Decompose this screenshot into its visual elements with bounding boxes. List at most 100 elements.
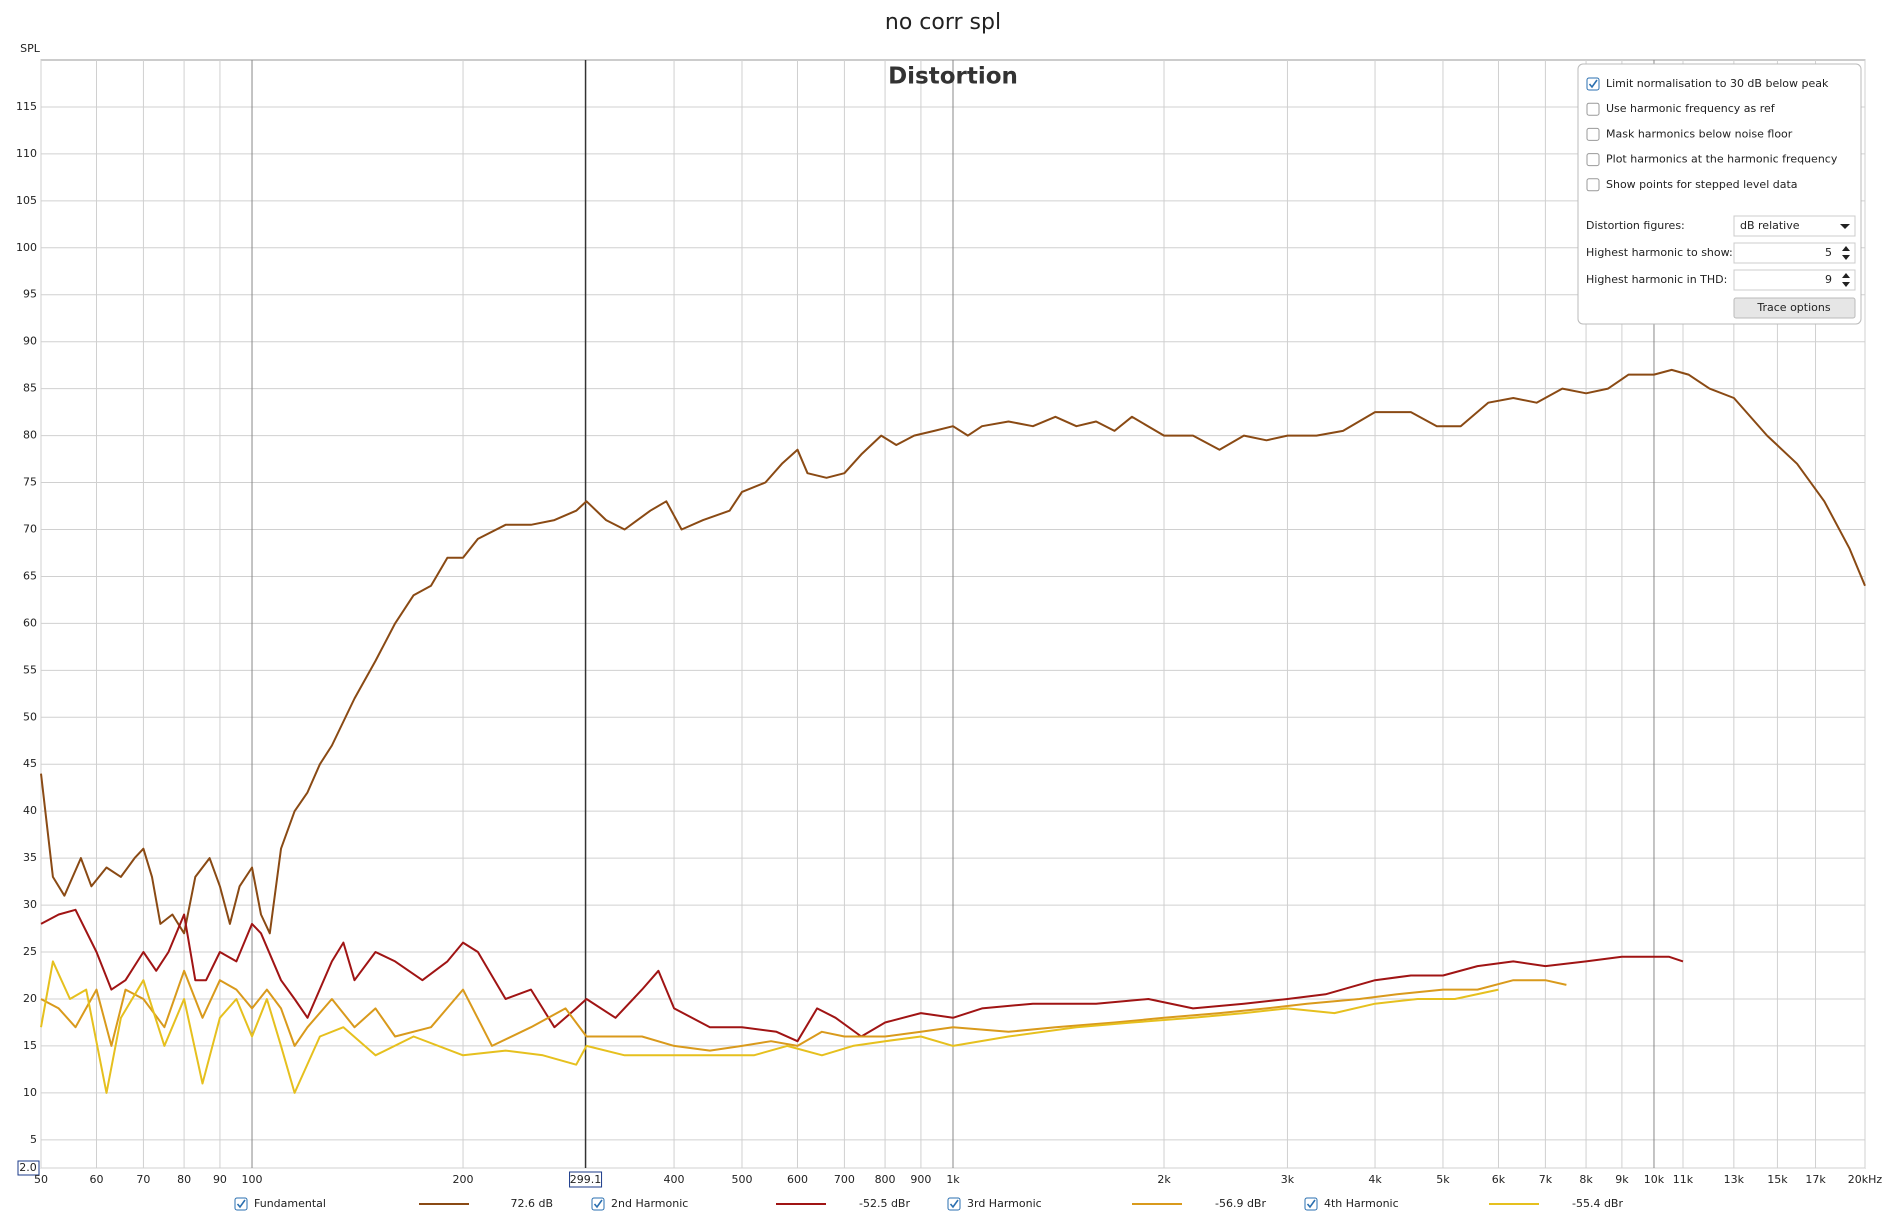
x-tick-label: 5k <box>1436 1173 1450 1186</box>
panel-title: Distortion <box>888 64 1018 90</box>
y-tick-label: 45 <box>23 757 37 770</box>
x-tick-label: 6k <box>1492 1173 1506 1186</box>
series-line <box>40 908 1684 1043</box>
legend-readout: -56.9 dBr <box>1215 1197 1266 1210</box>
plot <box>40 368 1866 1094</box>
y-tick-label: 55 <box>23 663 37 676</box>
legend-checkbox-mark <box>236 1199 246 1209</box>
control-panel: Limit normalisation to 30 dB below peak U… <box>1577 63 1862 325</box>
legend-readout: -55.4 dBr <box>1572 1197 1623 1210</box>
legend-checkbox[interactable] <box>591 1197 605 1211</box>
legend-checkbox[interactable] <box>234 1197 248 1211</box>
legend-name: 3rd Harmonic <box>967 1197 1042 1210</box>
series-line <box>40 969 1567 1052</box>
option-checkbox[interactable] <box>1586 153 1600 167</box>
option-label: Mask harmonics below noise floor <box>1606 127 1793 140</box>
y-tick-label: 50 <box>23 710 37 723</box>
button-box[interactable] <box>1733 297 1856 319</box>
legend-checkbox[interactable] <box>947 1197 961 1211</box>
button-label: Trace options <box>1756 301 1830 314</box>
cursor-box <box>569 1171 603 1188</box>
x-tick-label: 700 <box>834 1173 855 1186</box>
field-value: 9 <box>1825 273 1832 286</box>
x-tick-label: 1k <box>946 1173 960 1186</box>
x-tick-label: 90 <box>213 1173 227 1186</box>
y-tick-label: 25 <box>23 945 37 958</box>
field-label: Highest harmonic to show: <box>1586 246 1733 259</box>
y-tick-label: 2.0 <box>19 1161 37 1174</box>
y-tick-label: 70 <box>23 522 37 535</box>
x-tick-label: 600 <box>787 1173 808 1186</box>
x-tick-label: 11k <box>1673 1173 1694 1186</box>
legend-checkbox-mark <box>593 1199 603 1209</box>
spinner-arrows <box>1842 246 1850 260</box>
option-label: Plot harmonics at the harmonic frequency <box>1606 153 1838 166</box>
option-label: Show points for stepped level data <box>1606 178 1798 191</box>
y-tick-label: 95 <box>23 288 37 301</box>
y-tick-label: 35 <box>23 851 37 864</box>
x-tick-label: 500 <box>731 1173 752 1186</box>
x-tick-label: 17k <box>1805 1173 1826 1186</box>
chart-title: no corr spl <box>885 10 1001 35</box>
y-tick-label: 115 <box>16 100 37 113</box>
x-tick-label: 15k <box>1767 1173 1788 1186</box>
y-tick-label: 65 <box>23 569 37 582</box>
option-checkbox-mark <box>1588 79 1598 89</box>
y-tick-label: 75 <box>23 476 37 489</box>
option-label: Limit normalisation to 30 dB below peak <box>1606 77 1829 90</box>
legend-name: 4th Harmonic <box>1324 1197 1399 1210</box>
grid: 2.05101520253035404550556065707580859095… <box>16 59 1883 1188</box>
x-tick-label: 70 <box>136 1173 150 1186</box>
y-tick-label: 110 <box>16 147 37 160</box>
y-tick-label: 60 <box>23 616 37 629</box>
legend-readout: 72.6 dB <box>510 1197 553 1210</box>
legend-name: 2nd Harmonic <box>611 1197 688 1210</box>
x-tick-label: 100 <box>242 1173 263 1186</box>
field-value: 5 <box>1825 246 1832 259</box>
y-tick-label: 80 <box>23 429 37 442</box>
option-checkbox[interactable] <box>1586 178 1600 192</box>
y-tick-label: 90 <box>23 335 37 348</box>
x-tick-label: 800 <box>875 1173 896 1186</box>
legend-checkbox[interactable] <box>1304 1197 1318 1211</box>
x-tick-label: 13k <box>1724 1173 1745 1186</box>
y-tick-label: 100 <box>16 241 37 254</box>
option-checkbox[interactable] <box>1586 77 1600 91</box>
y-tick-label: 20 <box>23 992 37 1005</box>
legend-readout: -52.5 dBr <box>859 1197 910 1210</box>
spinner-arrows <box>1842 273 1850 287</box>
field-box[interactable] <box>1733 242 1856 264</box>
y-tick-label: 5 <box>30 1133 37 1146</box>
x-tick-label: 400 <box>664 1173 685 1186</box>
x-tick-label: 20kHz <box>1848 1173 1883 1186</box>
field-label: Distortion figures: <box>1586 219 1685 232</box>
x-tick-label: 80 <box>177 1173 191 1186</box>
field-box[interactable] <box>1733 215 1856 237</box>
x-tick-label: 50 <box>34 1173 48 1186</box>
dropdown-arrow <box>1840 224 1850 229</box>
x-tick-label: 2k <box>1157 1173 1171 1186</box>
field-box[interactable] <box>1733 269 1856 291</box>
x-tick-label: 4k <box>1368 1173 1382 1186</box>
series-line <box>40 960 1499 1094</box>
cursor-label: 299.1 <box>570 1173 602 1186</box>
option-checkbox[interactable] <box>1586 102 1600 116</box>
y-tick-label: 85 <box>23 382 37 395</box>
x-tick-label: 3k <box>1281 1173 1295 1186</box>
legend-checkbox-mark <box>1306 1199 1316 1209</box>
y-tick-label: 15 <box>23 1039 37 1052</box>
x-tick-label: 10k <box>1644 1173 1665 1186</box>
x-tick-label: 200 <box>453 1173 474 1186</box>
series-line <box>40 368 1866 935</box>
option-checkbox[interactable] <box>1586 127 1600 141</box>
y-tick-label: 40 <box>23 804 37 817</box>
y-axis-label: SPL <box>20 42 41 55</box>
x-tick-label: 7k <box>1539 1173 1553 1186</box>
field-label: Highest harmonic in THD: <box>1586 273 1727 286</box>
legend-name: Fundamental <box>254 1197 326 1210</box>
x-tick-label: 60 <box>90 1173 104 1186</box>
y-limit-box <box>17 1160 40 1176</box>
y-tick-label: 30 <box>23 898 37 911</box>
